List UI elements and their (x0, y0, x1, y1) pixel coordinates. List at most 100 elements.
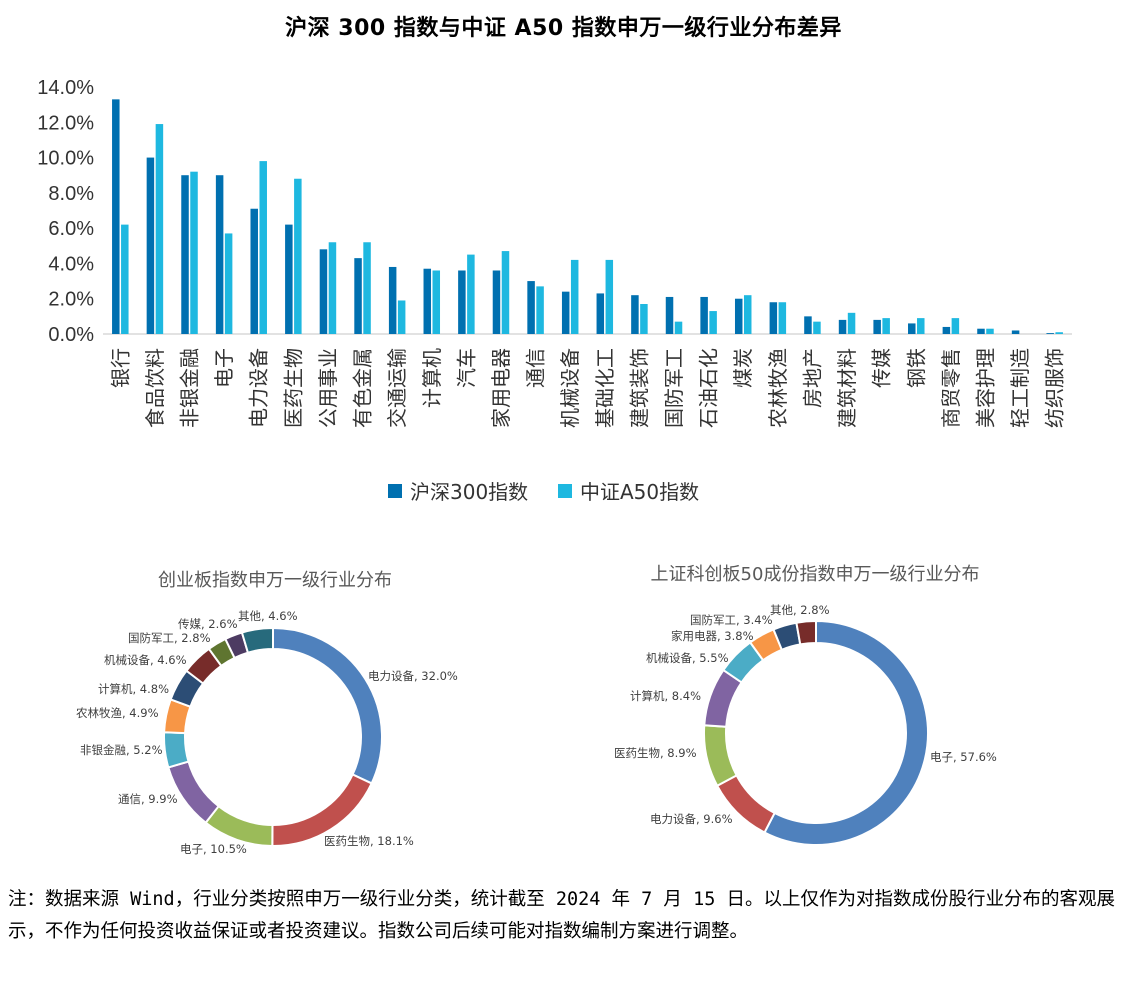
bar-hs300 (596, 293, 605, 334)
bar-a50 (986, 328, 994, 334)
bar-hs300 (492, 270, 501, 334)
y-tick-label: 8.0% (48, 183, 94, 205)
donut-slice (204, 804, 274, 848)
x-tick-label: 交通运输 (385, 348, 409, 428)
slice-label: 电子, 57.6% (930, 750, 997, 764)
bar-a50 (709, 311, 717, 334)
x-tick-label: 煤炭 (731, 348, 755, 388)
bar-a50 (294, 178, 302, 334)
legend-swatch-2 (558, 484, 572, 498)
slice-label: 机械设备, 5.5% (646, 651, 729, 665)
donut-slice (240, 626, 274, 654)
bar-hs300 (873, 319, 881, 334)
bar-a50 (467, 254, 475, 334)
legend-label-1: 沪深300指数 (410, 480, 528, 504)
bar-a50 (328, 242, 337, 334)
bar-hs300 (527, 281, 535, 334)
bar-a50 (605, 259, 614, 334)
y-tick-label: 4.0% (48, 253, 94, 275)
slice-label: 电子, 10.5% (180, 842, 247, 856)
bar-a50 (363, 242, 371, 334)
bar-a50 (190, 171, 198, 334)
y-tick-label: 10.0% (37, 148, 94, 170)
y-tick-label: 0.0% (48, 324, 94, 346)
slice-label: 传媒, 2.6% (178, 617, 238, 631)
donut-slice (763, 619, 929, 846)
bar-hs300 (942, 326, 951, 334)
slice-label: 家用电器, 3.8% (671, 629, 754, 643)
y-tick-label: 12.0% (37, 112, 94, 134)
slice-label: 计算机, 8.4% (630, 689, 701, 703)
x-tick-label: 家用电器 (489, 348, 513, 428)
bar-hs300 (977, 328, 985, 334)
x-tick-label: 国防军工 (662, 348, 686, 428)
x-tick-label: 电力设备 (247, 348, 271, 428)
slice-label: 通信, 9.9% (118, 792, 178, 806)
x-tick-label: 计算机 (420, 348, 444, 408)
bar-a50 (1055, 332, 1063, 334)
bar-hs300 (734, 298, 743, 334)
bar-a50 (882, 318, 890, 334)
bar-a50 (917, 318, 925, 334)
slice-label: 非银金融, 5.2% (80, 743, 163, 757)
bar-hs300 (1011, 330, 1020, 334)
x-tick-label: 基础化工 (593, 348, 617, 428)
pie2-title: 上证科创板50成份指数申万一级行业分布 (650, 564, 980, 585)
bar-hs300 (285, 224, 293, 334)
x-tick-label: 建筑材料 (835, 348, 859, 428)
x-tick-label: 汽车 (454, 348, 478, 388)
bar-a50 (501, 251, 510, 334)
bar-hs300 (804, 316, 812, 334)
x-tick-label: 银行 (108, 348, 132, 388)
bar-a50 (432, 270, 441, 334)
x-tick-label: 食品饮料 (143, 348, 167, 428)
bar-a50 (813, 321, 821, 334)
x-tick-label: 建筑装饰 (627, 348, 651, 428)
footnote: 注：数据来源 Wind，行业分类按照申万一级行业分类，统计截至 2024 年 7… (8, 889, 1115, 942)
pie2-chart: 电子, 57.6% 电力设备, 9.6% 医药生物, 8.9% 计算机, 8.4% 机械… (614, 603, 997, 846)
x-tick-label: 公用事业 (316, 348, 340, 428)
x-tick-label: 电子 (212, 348, 236, 388)
bar-a50 (951, 318, 960, 334)
slice-label: 医药生物, 8.9% (614, 746, 697, 760)
bar-hs300 (700, 296, 708, 334)
slice-label: 其他, 2.8% (770, 603, 830, 617)
pie1-title: 创业板指数申万一级行业分布 (158, 570, 392, 591)
chart-title: 沪深 300 指数与中证 A50 指数申万一级行业分布差异 (285, 16, 842, 41)
x-tick-label: 美容护理 (973, 348, 997, 428)
x-tick-label: 机械设备 (558, 348, 582, 428)
bar-a50 (121, 224, 129, 334)
x-tick-label: 医药生物 (281, 348, 305, 428)
slice-label: 农林牧渔, 4.9% (76, 706, 159, 720)
slice-label: 国防军工, 3.4% (690, 613, 773, 627)
bar-hs300 (319, 249, 328, 334)
legend-swatch-1 (388, 484, 402, 498)
x-tick-label: 轻工制造 (1008, 348, 1032, 428)
bar-a50 (224, 233, 233, 334)
bar-hs300 (561, 291, 570, 334)
bar-a50 (155, 124, 164, 334)
x-tick-label: 纺织服饰 (1043, 348, 1067, 428)
bar-hs300 (1046, 333, 1054, 334)
slice-label: 医药生物, 18.1% (324, 834, 414, 848)
bar-hs300 (665, 296, 674, 334)
donut-slice (703, 724, 738, 788)
bar-hs300 (458, 270, 466, 334)
slice-label: 其他, 4.6% (238, 609, 298, 623)
bar-a50 (674, 321, 683, 334)
bar-a50 (640, 304, 648, 334)
x-tick-label: 非银金融 (178, 348, 202, 428)
slice-label: 电力设备, 9.6% (650, 812, 733, 826)
slice-label: 国防军工, 2.8% (128, 631, 211, 645)
bar-a50 (743, 295, 752, 334)
bar-a50 (397, 300, 406, 334)
x-tick-label: 通信 (524, 348, 548, 388)
bar-hs300 (112, 99, 120, 334)
bar-a50 (259, 161, 267, 334)
bar-hs300 (181, 175, 189, 334)
y-tick-label: 6.0% (48, 218, 94, 240)
donut-slice (795, 619, 817, 646)
bar-hs300 (908, 323, 916, 334)
x-tick-label: 农林牧渔 (766, 348, 790, 428)
y-tick-label: 2.0% (48, 289, 94, 311)
